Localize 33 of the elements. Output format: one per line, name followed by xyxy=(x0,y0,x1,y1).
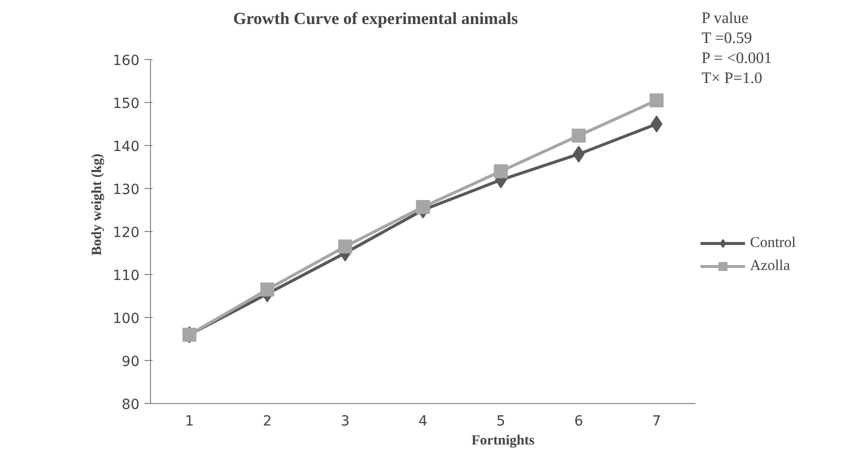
y-tick-label: 80 xyxy=(122,397,140,413)
point xyxy=(416,200,430,214)
text: T =0.59 xyxy=(702,30,752,47)
x-tick-label: 5 xyxy=(496,414,506,430)
y-tick-label: 120 xyxy=(112,225,140,241)
legend-label: Control xyxy=(750,234,796,252)
point xyxy=(572,146,585,163)
x-tick-label: 7 xyxy=(652,414,662,430)
x-tick-label: 6 xyxy=(574,414,584,430)
x-tick-label: 3 xyxy=(340,414,350,430)
y-tick-label: 90 xyxy=(122,354,140,370)
y-tick-label: 110 xyxy=(112,268,140,284)
y-tick-label: 160 xyxy=(112,53,140,69)
chart-title: Growth Curve of experimental animals xyxy=(233,9,518,28)
text: P = <0.001 xyxy=(702,50,772,67)
y-axis-title: Body weight (kg) xyxy=(90,153,105,256)
x-tick-label: 4 xyxy=(418,414,428,430)
x-tick-label: 1 xyxy=(184,414,194,430)
y-tick-label: 140 xyxy=(112,139,140,155)
point xyxy=(650,116,662,132)
y-tick-label: 100 xyxy=(112,311,140,327)
point xyxy=(494,164,508,178)
text: P value xyxy=(702,10,748,27)
point xyxy=(572,128,586,143)
point xyxy=(338,240,352,254)
x-axis-title: Fortnights xyxy=(472,434,536,448)
text: T× P=1.0 xyxy=(702,70,762,87)
y-tick-label: 150 xyxy=(112,96,140,112)
point xyxy=(650,93,664,108)
y-tick-label: 130 xyxy=(112,182,140,198)
legend-label: Azolla xyxy=(750,258,790,274)
point xyxy=(260,282,274,297)
x-tick-label: 2 xyxy=(262,414,272,430)
